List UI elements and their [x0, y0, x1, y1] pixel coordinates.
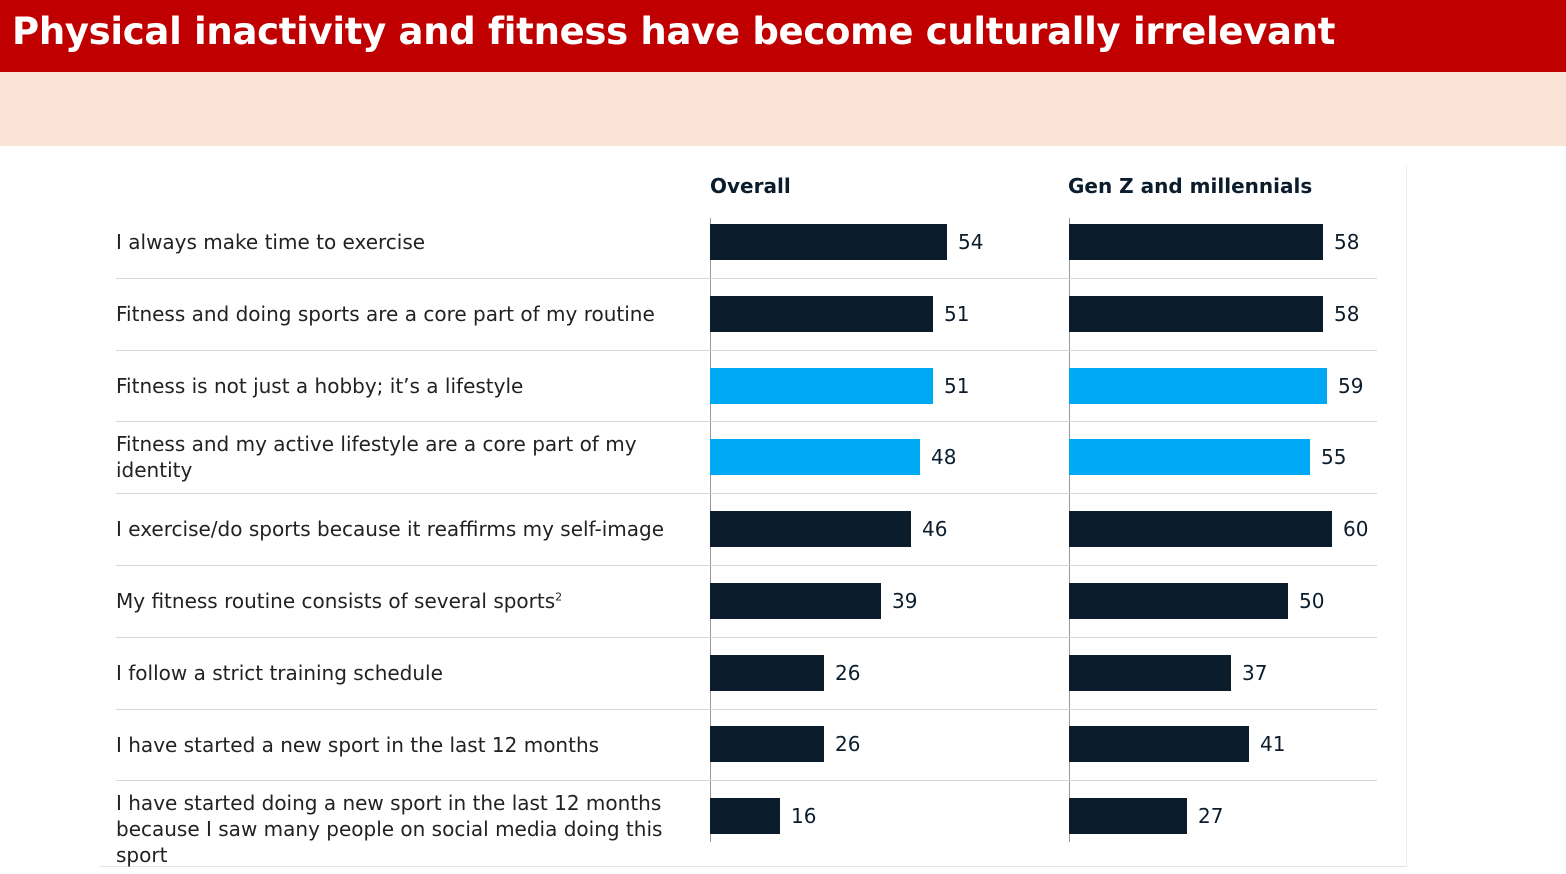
bar-value-label: 39 [892, 589, 918, 613]
row-label: I always make time to exercise [116, 229, 426, 254]
footnote-marker: 2 [555, 590, 563, 604]
bar-value-label: 26 [835, 661, 861, 685]
row-label: Fitness and my active lifestyle are a co… [116, 432, 637, 483]
bar-value-label: 37 [1242, 661, 1268, 685]
row-divider [116, 709, 1377, 710]
bar-gen-z-millennials [1069, 726, 1249, 762]
bar-gen-z-millennials [1069, 798, 1187, 834]
row-divider [116, 350, 1377, 351]
row-divider [116, 565, 1377, 566]
row-label: Fitness is not just a hobby; it’s a life… [116, 373, 524, 398]
bar-value-label: 58 [1334, 230, 1360, 254]
bar-value-label: 16 [791, 804, 817, 828]
row-label: My fitness routine consists of several s… [116, 588, 563, 613]
bar-overall [710, 296, 933, 332]
bar-value-label: 54 [958, 230, 984, 254]
bar-value-label: 55 [1321, 445, 1347, 469]
bar-value-label: 26 [835, 732, 861, 756]
bar-overall [710, 655, 824, 691]
bar-value-label: 27 [1198, 804, 1224, 828]
bar-value-label: 51 [944, 302, 970, 326]
bar-value-label: 50 [1299, 589, 1325, 613]
row-label: I have started a new sport in the last 1… [116, 732, 600, 757]
bar-overall [710, 583, 881, 619]
bar-overall [710, 368, 933, 404]
bar-overall [710, 439, 920, 475]
row-divider [116, 780, 1377, 781]
row-divider [116, 278, 1377, 279]
bar-gen-z-millennials [1069, 655, 1231, 691]
bar-gen-z-millennials [1069, 511, 1332, 547]
bar-overall [710, 726, 824, 762]
title-bar: Physical inactivity and fitness have bec… [0, 0, 1566, 72]
bar-overall [710, 511, 911, 547]
subtitle-band [0, 72, 1566, 146]
row-label: I exercise/do sports because it reaffirm… [116, 517, 665, 542]
bar-gen-z-millennials [1069, 296, 1323, 332]
row-divider [116, 421, 1377, 422]
bar-value-label: 46 [922, 517, 948, 541]
series-header-overall: Overall [710, 174, 791, 198]
bar-overall [710, 224, 947, 260]
bar-gen-z-millennials [1069, 224, 1323, 260]
row-divider [116, 493, 1377, 494]
bar-value-label: 41 [1260, 732, 1286, 756]
chart-panel [100, 165, 1407, 867]
bar-value-label: 58 [1334, 302, 1360, 326]
series-header-gen-z-millennials: Gen Z and millennials [1068, 174, 1313, 198]
bar-overall [710, 798, 780, 834]
bar-value-label: 60 [1343, 517, 1369, 541]
page-title: Physical inactivity and fitness have bec… [12, 10, 1336, 53]
row-label: I follow a strict training schedule [116, 660, 443, 685]
bar-value-label: 51 [944, 374, 970, 398]
row-divider [116, 637, 1377, 638]
bar-gen-z-millennials [1069, 368, 1327, 404]
bar-value-label: 48 [931, 445, 957, 469]
row-label: I have started doing a new sport in the … [116, 791, 663, 868]
row-label: Fitness and doing sports are a core part… [116, 301, 655, 326]
bar-gen-z-millennials [1069, 439, 1310, 475]
bar-value-label: 59 [1338, 374, 1364, 398]
bar-gen-z-millennials [1069, 583, 1288, 619]
